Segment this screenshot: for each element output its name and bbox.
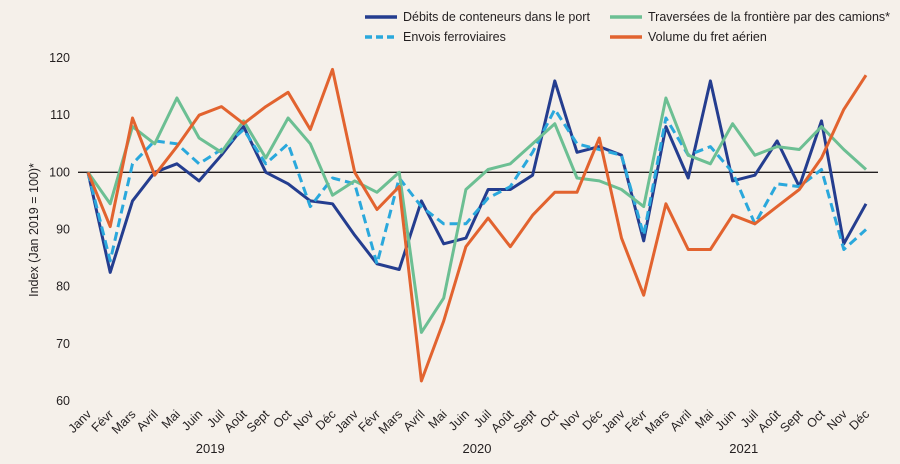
year-label: 2021 bbox=[729, 441, 758, 456]
x-tick-label: Sept bbox=[244, 407, 272, 435]
y-tick-label: 110 bbox=[50, 108, 70, 122]
series-line-3 bbox=[86, 96, 868, 334]
x-tick-label: Mai bbox=[692, 407, 716, 431]
series-line-4 bbox=[86, 67, 868, 383]
x-tick-label: Oct bbox=[804, 407, 828, 431]
legend-label: Traversées de la frontière par des camio… bbox=[648, 10, 890, 24]
x-tick-label: Sept bbox=[777, 407, 805, 435]
x-tick-label: Août bbox=[488, 407, 516, 435]
x-tick-label: Août bbox=[755, 407, 783, 435]
legend: Débits de conteneurs dans le port Envois … bbox=[365, 10, 890, 44]
x-tick-label: Sept bbox=[511, 407, 539, 435]
x-tick-label: Janv bbox=[332, 407, 361, 436]
y-tick-label: 70 bbox=[56, 337, 70, 351]
x-tick-label: Déc bbox=[846, 407, 872, 433]
x-tick-label: Mars bbox=[643, 407, 673, 437]
x-tick-label: Janv bbox=[66, 407, 95, 436]
x-tick-label: Oct bbox=[537, 407, 561, 431]
x-tick-label: Nov bbox=[291, 407, 317, 433]
x-tick-label: Juin bbox=[713, 407, 739, 433]
series-line-2 bbox=[86, 107, 868, 266]
x-tick-label: Oct bbox=[271, 407, 295, 431]
x-tick-label: Juin bbox=[179, 407, 205, 433]
x-tick-label: Mars bbox=[376, 407, 406, 437]
x-tick-label: Nov bbox=[558, 407, 584, 433]
x-tick-label: Avril bbox=[667, 407, 694, 434]
year-label: 2020 bbox=[463, 441, 492, 456]
y-tick-label: 60 bbox=[56, 394, 70, 408]
x-tick-label: Nov bbox=[824, 407, 850, 433]
y-tick-label: 120 bbox=[49, 51, 70, 65]
y-axis-title: Index (Jan 2019 = 100)* bbox=[27, 163, 41, 297]
x-tick-label: Août bbox=[222, 407, 250, 435]
y-tick-label: 100 bbox=[49, 165, 70, 179]
x-tick-label: Avril bbox=[134, 407, 161, 434]
legend-label: Débits de conteneurs dans le port bbox=[403, 10, 590, 24]
series-line-1 bbox=[86, 79, 868, 274]
series-layer bbox=[86, 67, 868, 383]
axis-layer: 60708090100110120JanvFévrMarsAvrilMaiJui… bbox=[49, 51, 872, 456]
x-tick-label: Janv bbox=[599, 407, 628, 436]
y-tick-label: 90 bbox=[56, 223, 70, 237]
legend-label: Volume du fret aérien bbox=[648, 30, 767, 44]
x-tick-label: Mars bbox=[109, 407, 139, 437]
year-label: 2019 bbox=[196, 441, 225, 456]
x-tick-label: Mai bbox=[426, 407, 450, 431]
x-tick-label: Mai bbox=[159, 407, 183, 431]
y-tick-label: 80 bbox=[56, 280, 70, 294]
x-tick-label: Juin bbox=[446, 407, 472, 433]
x-tick-label: Avril bbox=[401, 407, 428, 434]
legend-label: Envois ferroviaires bbox=[403, 30, 506, 44]
